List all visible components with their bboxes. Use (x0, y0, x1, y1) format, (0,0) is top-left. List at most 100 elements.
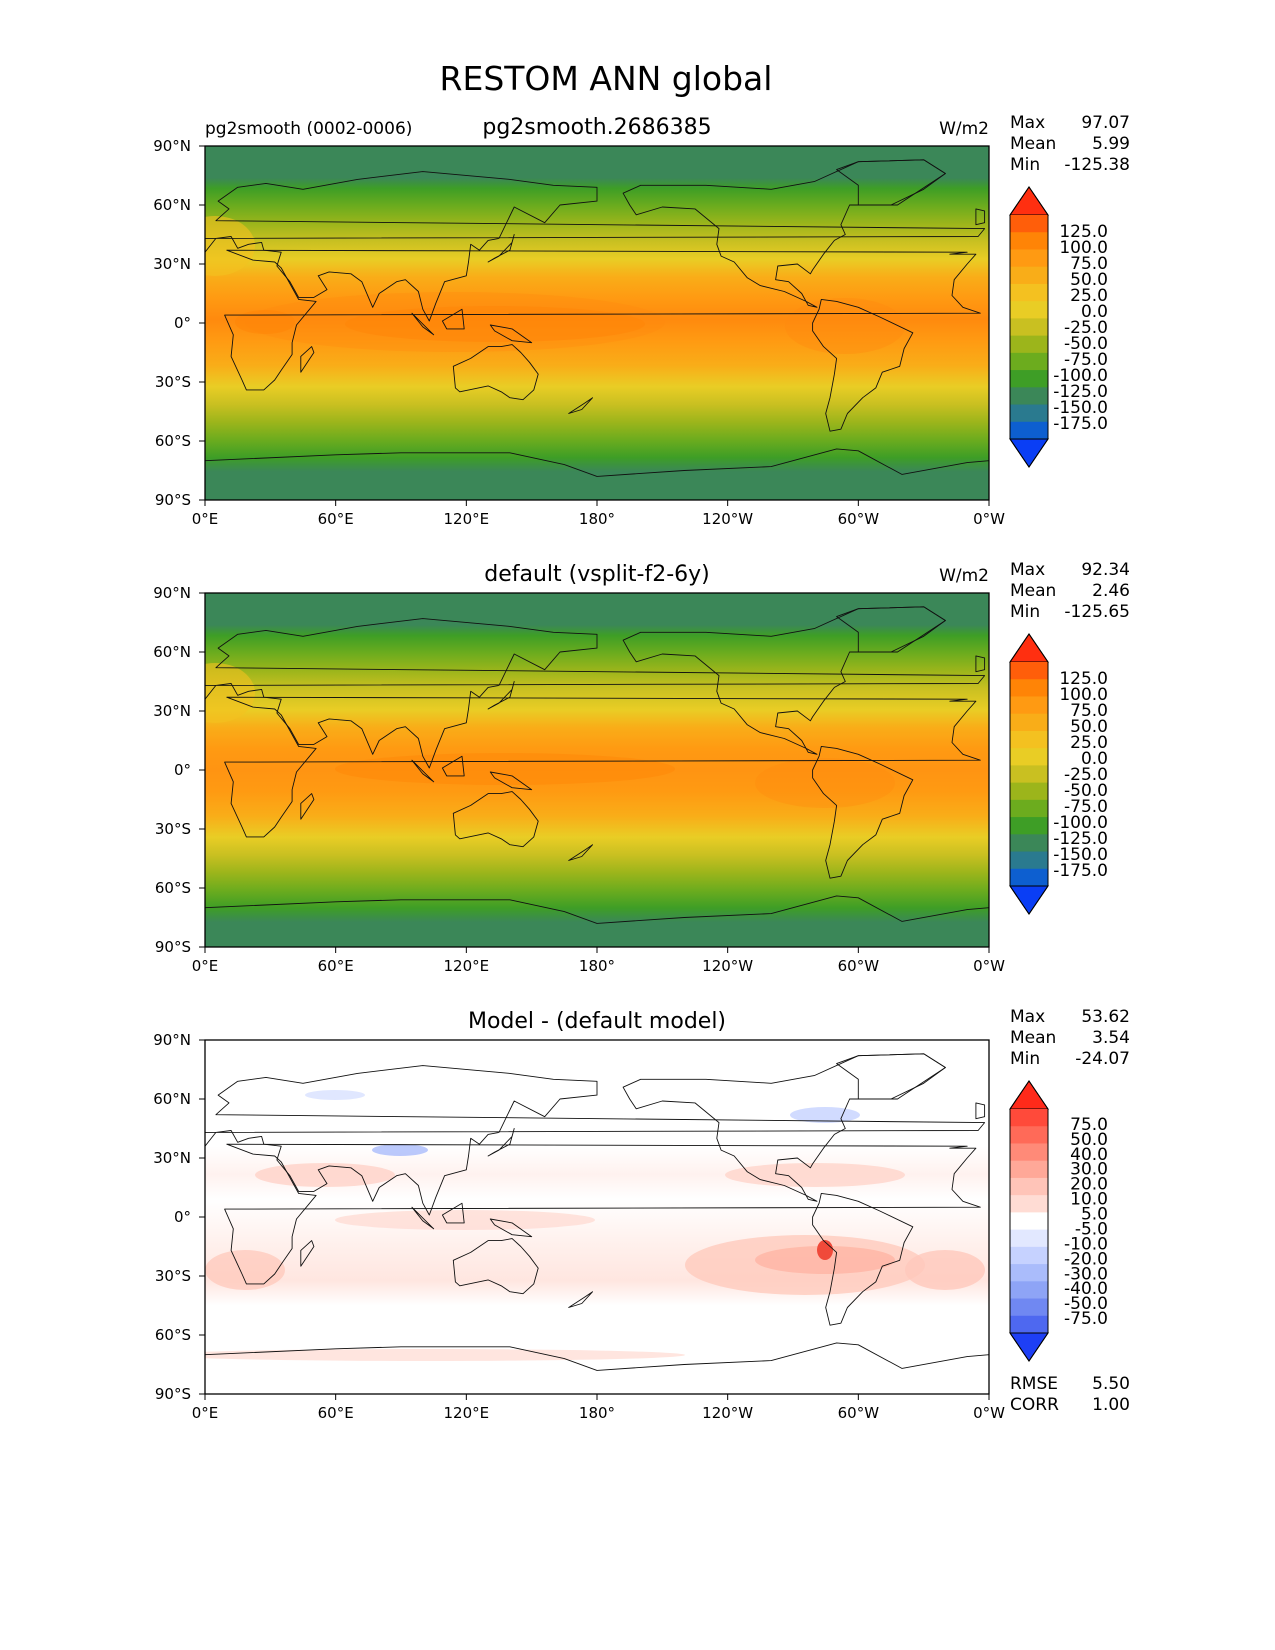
panel-3: Model - (default model) 0°E 60°E 120°E (153, 1009, 1005, 1422)
coastline-3 (812, 298, 914, 432)
colorbar-outline (1009, 633, 1049, 915)
panel-2-axis-ticks: 0°E 60°E 120°E 180° 120°W 60°W 0°W 90°N 60°N 30°N… (153, 584, 1005, 975)
colorbar-level-label: -150.0 (1053, 398, 1108, 418)
coastline-12 (568, 844, 594, 861)
coastline-0 (224, 249, 981, 391)
colorbar-level-label: -30.0 (1064, 1264, 1108, 1284)
colorbar-bin (1010, 713, 1048, 732)
coastline-4 (452, 344, 539, 401)
panel-2-mean-label: Mean (1010, 581, 1056, 601)
lat-tick-label: 0° (174, 761, 191, 779)
coastline-11 (975, 1102, 986, 1120)
lon-tick-label: 180° (579, 510, 615, 528)
panel-2-min-label: Min (1010, 602, 1040, 622)
colorbar-level-label: -25.0 (1064, 318, 1108, 338)
lon-tick-label: 120°W (702, 957, 753, 975)
coastline-1 (205, 171, 986, 322)
coastline-8 (441, 308, 465, 330)
colorbar-level-label: -50.0 (1064, 334, 1108, 354)
colorbar-extend-max (1009, 186, 1049, 216)
colorbar-level-label: -40.0 (1064, 1279, 1108, 1299)
panel-1-left-title: pg2smooth (0002-0006) (205, 119, 412, 139)
colorbar-bin (1010, 215, 1048, 233)
coastline-3 (812, 1192, 914, 1326)
lat-tick-label: 90°S (155, 491, 191, 509)
colorbar-bin (1010, 851, 1048, 870)
lon-tick-label: 60°E (318, 510, 354, 528)
lon-tick-label: 0°W (973, 510, 1005, 528)
coastline-5 (205, 448, 989, 500)
coastline-13 (300, 793, 315, 820)
panel-3-min-label: Min (1010, 1049, 1040, 1069)
panel-3-anomalies (205, 1090, 985, 1361)
colorbar-level-label: 125.0 (1059, 222, 1108, 242)
panel-2-units: W/m2 (939, 566, 989, 586)
colorbar-bin (1010, 370, 1048, 388)
lat-tick-label: 30°S (155, 1267, 191, 1285)
lon-tick-label: 120°E (444, 510, 490, 528)
panel-1-continents (205, 159, 989, 500)
colorbar-bin (1010, 352, 1048, 371)
lat-tick-label: 60°N (153, 1090, 191, 1108)
panel-1-stats: Max 97.07 Mean 5.99 Min -125.38 (1010, 113, 1130, 175)
lon-tick-label: 0°W (973, 1404, 1005, 1422)
panel-1: pg2smooth (0002-0006) pg2smooth.2686385 … (153, 115, 1005, 528)
panel-3-max: 53.62 (1081, 1007, 1130, 1027)
colorbar-bin (1010, 679, 1048, 697)
lon-tick-label: 60°W (838, 1404, 880, 1422)
panel-3-title: Model - (default model) (468, 1009, 726, 1034)
coastline-7 (411, 312, 435, 336)
colorbar-level-label: -175.0 (1053, 861, 1108, 881)
colorbar-extend-max (1009, 633, 1049, 663)
colorbar-extend-min (1009, 1332, 1049, 1362)
colorbar-bin (1010, 1264, 1048, 1282)
coastline-11 (975, 655, 986, 673)
coastline-4 (452, 791, 539, 848)
coastline-13 (300, 1240, 315, 1267)
panel-2-max: 92.34 (1081, 560, 1130, 580)
colorbar-bin (1010, 387, 1048, 406)
colorbar-bin (1010, 283, 1048, 302)
coastline-13 (300, 346, 315, 373)
lon-tick-label: 60°E (318, 957, 354, 975)
lat-tick-label: 60°N (153, 643, 191, 661)
lon-tick-label: 120°W (702, 1404, 753, 1422)
panel-1-mean: 5.99 (1092, 134, 1130, 154)
colorbar-level-label: 75.0 (1070, 1115, 1108, 1135)
colorbar-bin (1010, 817, 1048, 835)
coastline-5 (205, 895, 989, 947)
colorbar-outline (1009, 186, 1049, 468)
panel-3-continents (205, 1053, 989, 1394)
coastline-0 (224, 696, 981, 838)
colorbar-bin (1010, 335, 1048, 354)
panel-3-mean: 3.54 (1092, 1028, 1130, 1048)
rmse-value: 5.50 (1092, 1374, 1130, 1394)
figure-title: RESTOM ANN global (440, 59, 773, 98)
coastline-9 (489, 771, 533, 791)
lon-tick-label: 120°E (444, 1404, 490, 1422)
colorbar-bin (1010, 1281, 1048, 1300)
coastline-7 (411, 1206, 435, 1230)
lat-tick-label: 90°N (153, 137, 191, 155)
colorbar-bin (1010, 404, 1048, 423)
colorbar-level-label: -50.0 (1064, 1294, 1108, 1314)
colorbar-level-label: 25.0 (1070, 733, 1108, 753)
colorbar-level-label: 30.0 (1070, 1160, 1108, 1180)
panel-3-metrics: RMSE 5.50 CORR 1.00 (1010, 1374, 1130, 1415)
colorbar-level-label: 125.0 (1059, 669, 1108, 689)
colorbar-bin (1010, 868, 1048, 887)
coastline-12 (568, 397, 594, 414)
colorbar-bin (1010, 748, 1048, 766)
colorbar-extend-min (1009, 438, 1049, 468)
coastline-10 (487, 1128, 515, 1157)
colorbar-level-label: 0.0 (1081, 749, 1108, 769)
colorbar-level-label: 50.0 (1070, 717, 1108, 737)
lon-tick-label: 180° (579, 957, 615, 975)
colorbar-level-label: -175.0 (1053, 414, 1108, 434)
colorbar-level-label: 40.0 (1070, 1145, 1108, 1165)
panel-2-min: -125.65 (1064, 602, 1130, 622)
panel-1-max-label: Max (1010, 113, 1045, 133)
panel-3-min: -24.07 (1075, 1049, 1130, 1069)
colorbar-bin (1010, 1177, 1048, 1196)
coastline-5 (205, 1342, 989, 1394)
